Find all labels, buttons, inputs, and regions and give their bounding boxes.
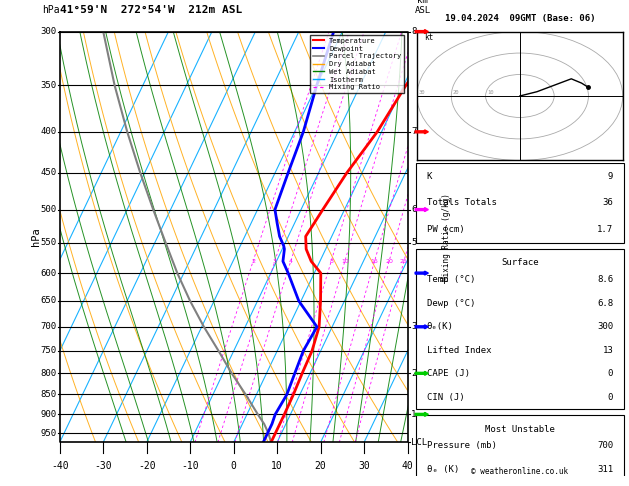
Text: 6: 6 (411, 205, 416, 214)
Text: 41°59'N  272°54'W  212m ASL: 41°59'N 272°54'W 212m ASL (60, 5, 242, 15)
Text: kt: kt (424, 33, 433, 42)
Text: 300: 300 (40, 27, 56, 36)
Text: 600: 600 (40, 269, 56, 278)
Bar (416, 249, 624, 409)
Bar (416, 163, 624, 243)
Text: 3: 3 (273, 259, 277, 264)
Text: 3: 3 (411, 322, 416, 331)
Text: 10: 10 (487, 90, 494, 95)
Text: 10: 10 (341, 259, 348, 264)
Text: hPa: hPa (42, 5, 60, 15)
Text: © weatheronline.co.uk: © weatheronline.co.uk (471, 467, 569, 476)
Text: θₑ (K): θₑ (K) (426, 465, 459, 474)
Text: 550: 550 (40, 238, 56, 247)
Text: 19.04.2024  09GMT (Base: 06): 19.04.2024 09GMT (Base: 06) (445, 14, 595, 23)
Text: CAPE (J): CAPE (J) (426, 369, 470, 378)
Text: 7: 7 (411, 127, 416, 137)
Text: Mixing Ratio (g/kg): Mixing Ratio (g/kg) (442, 193, 451, 281)
Text: 30: 30 (359, 461, 370, 471)
Text: Pressure (mb): Pressure (mb) (426, 441, 496, 450)
Text: 30: 30 (419, 90, 425, 95)
Text: hPa: hPa (31, 227, 41, 246)
Text: 700: 700 (40, 322, 56, 331)
Text: CIN (J): CIN (J) (426, 393, 464, 401)
Text: 950: 950 (40, 429, 56, 438)
Text: 6.8: 6.8 (597, 298, 613, 308)
Text: 4: 4 (289, 259, 292, 264)
Text: Surface: Surface (501, 259, 538, 267)
Text: 0: 0 (608, 393, 613, 401)
Text: 850: 850 (40, 390, 56, 399)
Text: 1.7: 1.7 (597, 225, 613, 234)
Text: 8: 8 (411, 27, 416, 36)
Text: 650: 650 (40, 296, 56, 306)
Text: θₑ(K): θₑ(K) (426, 322, 454, 331)
Text: -40: -40 (51, 461, 69, 471)
Bar (416, 415, 624, 486)
Text: 2: 2 (411, 369, 416, 378)
Text: Dewp (°C): Dewp (°C) (426, 298, 475, 308)
Text: 400: 400 (40, 127, 56, 137)
Text: -30: -30 (94, 461, 112, 471)
Text: 40: 40 (402, 461, 413, 471)
Text: 20: 20 (453, 90, 460, 95)
Text: 0: 0 (608, 369, 613, 378)
Text: 8.6: 8.6 (597, 275, 613, 284)
Text: 350: 350 (40, 81, 56, 90)
Text: 700: 700 (597, 441, 613, 450)
Text: 2: 2 (251, 259, 255, 264)
Text: LCL: LCL (411, 438, 427, 447)
Text: 5: 5 (411, 238, 416, 247)
Text: Lifted Index: Lifted Index (426, 346, 491, 355)
Text: 8: 8 (329, 259, 333, 264)
Text: PW (cm): PW (cm) (426, 225, 464, 234)
Text: 16: 16 (370, 259, 379, 264)
Text: 750: 750 (40, 347, 56, 355)
Text: 500: 500 (40, 205, 56, 214)
Text: 1: 1 (411, 410, 416, 419)
Text: 800: 800 (40, 369, 56, 378)
Text: Totals Totals: Totals Totals (426, 198, 496, 207)
Text: -20: -20 (138, 461, 155, 471)
Text: 25: 25 (400, 259, 408, 264)
Text: -10: -10 (181, 461, 199, 471)
Text: 300: 300 (597, 322, 613, 331)
Text: 20: 20 (385, 259, 393, 264)
Text: 10: 10 (271, 461, 283, 471)
Text: Most Unstable: Most Unstable (485, 425, 555, 434)
Text: 13: 13 (603, 346, 613, 355)
Text: 0: 0 (231, 461, 237, 471)
Text: 450: 450 (40, 168, 56, 177)
Text: K: K (426, 172, 432, 181)
Text: 900: 900 (40, 410, 56, 419)
Legend: Temperature, Dewpoint, Parcel Trajectory, Dry Adiabat, Wet Adiabat, Isotherm, Mi: Temperature, Dewpoint, Parcel Trajectory… (310, 35, 404, 93)
Text: 20: 20 (314, 461, 326, 471)
Text: km
ASL: km ASL (415, 0, 431, 15)
Text: 9: 9 (608, 172, 613, 181)
Text: 36: 36 (603, 198, 613, 207)
Text: 311: 311 (597, 465, 613, 474)
Text: Temp (°C): Temp (°C) (426, 275, 475, 284)
